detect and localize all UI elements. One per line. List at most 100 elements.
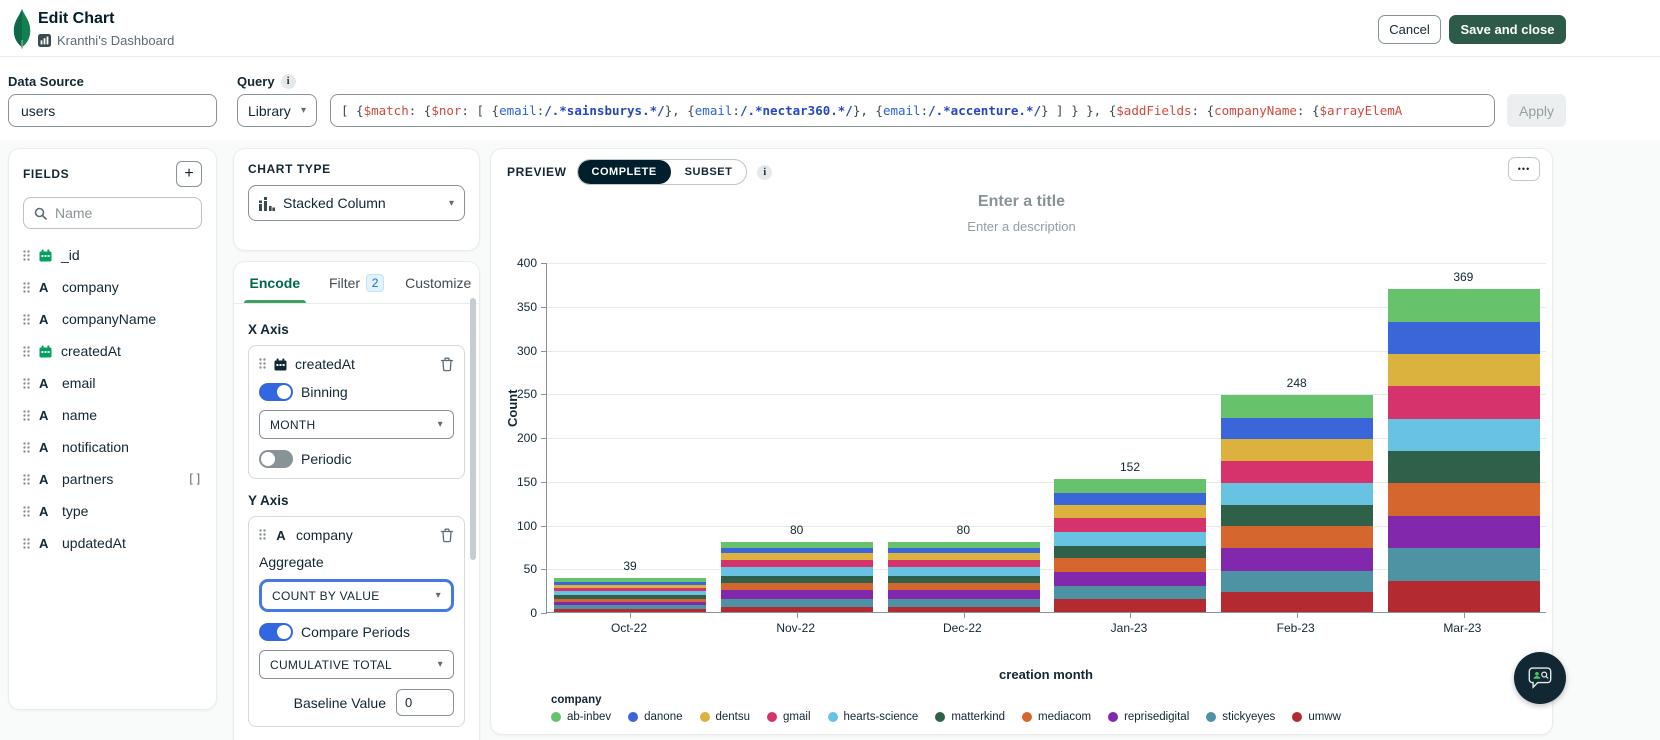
save-and-close-button[interactable]: Save and close: [1449, 15, 1566, 44]
bar-segment-gmail[interactable]: [1388, 386, 1540, 418]
field-item-notification[interactable]: Anotification: [9, 431, 216, 463]
trash-icon[interactable]: [440, 357, 454, 372]
stacked-bar-Feb-23[interactable]: [1221, 395, 1373, 612]
bar-segment-reprisedigital[interactable]: [1054, 572, 1206, 586]
bar-segment-danone[interactable]: [1221, 418, 1373, 439]
query-code-input[interactable]: [ { $match: { $nor: [ { email: /.*sainsb…: [330, 94, 1495, 127]
aggregate-select[interactable]: COUNT BY VALUE: [259, 579, 454, 612]
bar-segment-umww[interactable]: [721, 607, 873, 612]
field-search-input[interactable]: Name: [23, 197, 202, 229]
bar-segment-reprisedigital[interactable]: [888, 590, 1040, 599]
legend-item-matterkind[interactable]: matterkind: [935, 711, 1005, 723]
binning-toggle[interactable]: [259, 383, 293, 401]
encode-scrollbar[interactable]: [470, 298, 476, 560]
data-source-input[interactable]: users: [8, 94, 217, 127]
bar-segment-matterkind[interactable]: [1388, 451, 1540, 483]
field-item-_id[interactable]: _id: [9, 239, 216, 271]
bar-segment-ab-inbev[interactable]: [1388, 289, 1540, 321]
chart-title-placeholder[interactable]: Enter a title: [491, 193, 1552, 211]
legend-item-stickyeyes[interactable]: stickyeyes: [1206, 711, 1275, 723]
tab-customize[interactable]: Customize: [397, 262, 479, 303]
bar-segment-ab-inbev[interactable]: [1221, 395, 1373, 418]
bar-segment-umww[interactable]: [1221, 592, 1373, 612]
tab-filter[interactable]: Filter2: [316, 262, 398, 303]
bar-segment-reprisedigital[interactable]: [721, 590, 873, 599]
baseline-value-input[interactable]: 0: [396, 689, 454, 716]
bar-segment-hearts-science[interactable]: [1388, 419, 1540, 451]
field-item-name[interactable]: Aname: [9, 399, 216, 431]
support-chat-button[interactable]: [1514, 652, 1566, 704]
bar-segment-danone[interactable]: [1388, 322, 1540, 354]
add-field-button[interactable]: +: [176, 161, 202, 187]
legend-item-ab-inbev[interactable]: ab-inbev: [551, 711, 611, 723]
bar-segment-dentsu[interactable]: [1388, 354, 1540, 386]
stacked-bar-Jan-23[interactable]: [1054, 479, 1206, 612]
bar-segment-mediacom[interactable]: [1054, 558, 1206, 572]
bar-segment-dentsu[interactable]: [888, 553, 1040, 560]
legend-item-reprisedigital[interactable]: reprisedigital: [1108, 711, 1189, 723]
bar-segment-gmail[interactable]: [1054, 518, 1206, 531]
stacked-bar-Mar-23[interactable]: [1388, 289, 1540, 612]
bar-segment-umww[interactable]: [554, 609, 706, 613]
bar-segment-stickyeyes[interactable]: [721, 599, 873, 607]
bar-segment-matterkind[interactable]: [1221, 505, 1373, 526]
preview-mode-complete[interactable]: COMPLETE: [578, 160, 671, 184]
bar-segment-umww[interactable]: [888, 607, 1040, 612]
preview-info-icon[interactable]: [757, 165, 772, 180]
query-mode-select[interactable]: Library: [237, 94, 317, 127]
stacked-bar-Dec-22[interactable]: [888, 542, 1040, 612]
bin-unit-select[interactable]: MONTH: [259, 410, 454, 439]
chart-type-select[interactable]: Stacked Column: [248, 185, 465, 221]
bar-segment-danone[interactable]: [1054, 493, 1206, 505]
bar-segment-stickyeyes[interactable]: [888, 599, 1040, 607]
bar-segment-matterkind[interactable]: [1054, 546, 1206, 558]
legend-item-hearts-science[interactable]: hearts-science: [828, 711, 919, 723]
bar-segment-gmail[interactable]: [888, 560, 1040, 567]
preview-mode-subset[interactable]: SUBSET: [671, 160, 747, 184]
bar-segment-matterkind[interactable]: [888, 576, 1040, 583]
bar-segment-hearts-science[interactable]: [1054, 532, 1206, 546]
field-item-email[interactable]: Aemail: [9, 367, 216, 399]
bar-segment-hearts-science[interactable]: [888, 567, 1040, 576]
field-item-partners[interactable]: Apartners[]: [9, 463, 216, 495]
stacked-bar-Nov-22[interactable]: [721, 542, 873, 612]
legend-item-dentsu[interactable]: dentsu: [700, 711, 751, 723]
bar-segment-matterkind[interactable]: [721, 576, 873, 583]
field-item-type[interactable]: Atype: [9, 495, 216, 527]
legend-item-mediacom[interactable]: mediacom: [1022, 711, 1091, 723]
bar-segment-reprisedigital[interactable]: [1388, 516, 1540, 548]
bar-segment-gmail[interactable]: [1221, 461, 1373, 483]
compare-periods-toggle[interactable]: [259, 623, 293, 641]
bar-segment-mediacom[interactable]: [888, 583, 1040, 590]
bar-segment-gmail[interactable]: [721, 560, 873, 567]
bar-segment-dentsu[interactable]: [1054, 505, 1206, 518]
legend-item-danone[interactable]: danone: [628, 711, 682, 723]
bar-segment-hearts-science[interactable]: [721, 567, 873, 576]
apply-button[interactable]: Apply: [1507, 94, 1566, 127]
periodic-toggle[interactable]: [259, 450, 293, 468]
bar-segment-mediacom[interactable]: [721, 583, 873, 590]
chart-description-placeholder[interactable]: Enter a description: [491, 219, 1552, 234]
cancel-button[interactable]: Cancel: [1378, 15, 1441, 44]
bar-segment-mediacom[interactable]: [1388, 483, 1540, 515]
field-item-createdAt[interactable]: createdAt: [9, 335, 216, 367]
bar-segment-mediacom[interactable]: [1221, 526, 1373, 548]
bar-segment-dentsu[interactable]: [721, 553, 873, 560]
bar-segment-dentsu[interactable]: [1221, 439, 1373, 461]
field-item-company[interactable]: Acompany: [9, 271, 216, 303]
compare-mode-select[interactable]: CUMULATIVE TOTAL: [259, 650, 454, 679]
drag-handle-icon[interactable]: [259, 356, 266, 372]
drag-handle-icon[interactable]: [259, 527, 266, 543]
trash-icon[interactable]: [440, 528, 454, 543]
field-item-companyName[interactable]: AcompanyName: [9, 303, 216, 335]
query-info-icon[interactable]: [281, 74, 296, 89]
legend-item-umww[interactable]: umww: [1292, 711, 1341, 723]
bar-segment-stickyeyes[interactable]: [1221, 571, 1373, 592]
stacked-bar-Oct-22[interactable]: [554, 578, 706, 612]
bar-segment-ab-inbev[interactable]: [1054, 479, 1206, 493]
legend-item-gmail[interactable]: gmail: [767, 711, 810, 723]
bar-segment-stickyeyes[interactable]: [1388, 548, 1540, 580]
field-item-updatedAt[interactable]: AupdatedAt: [9, 527, 216, 559]
bar-segment-hearts-science[interactable]: [1221, 483, 1373, 506]
preview-menu-button[interactable]: [1508, 157, 1540, 181]
